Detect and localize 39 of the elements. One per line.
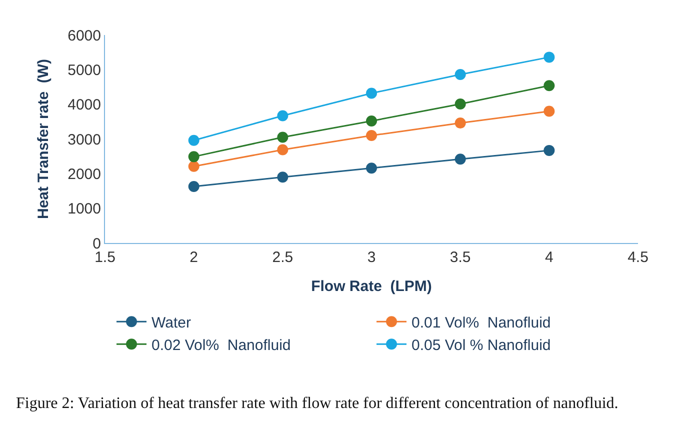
point <box>454 154 466 165</box>
point <box>454 118 466 129</box>
point <box>188 134 200 146</box>
legend-label: 0.02 Vol% Nanofluid <box>152 337 291 354</box>
x-tick-label: 2 <box>190 249 198 266</box>
y-tick-label: 1000 <box>68 200 101 218</box>
caption: Figure 2: Variation of heat transfer rate with flow rate for different concentration of nanofluid. <box>16 395 618 412</box>
point <box>277 132 288 143</box>
point <box>544 106 555 117</box>
point <box>454 69 466 80</box>
point <box>277 110 288 122</box>
x-tick-label: 3.5 <box>450 249 471 266</box>
point <box>366 115 377 126</box>
y-tick-label: 4000 <box>68 96 101 114</box>
x-tick-label: 3 <box>367 249 376 266</box>
y-tick-label: 5000 <box>68 62 101 79</box>
point <box>366 162 377 174</box>
point <box>366 130 377 142</box>
x-tick-label: 2.5 <box>272 249 294 266</box>
point <box>544 80 555 92</box>
legend-label: Water <box>152 314 191 332</box>
legend-label: 0.05 Vol % Nanofluid <box>412 337 551 354</box>
y-axis-title: Heat Transfer rate (W) <box>34 58 52 220</box>
point <box>277 144 288 156</box>
y-tick-label: 2000 <box>68 166 101 183</box>
x-axis-title: Flow Rate (LPM) <box>311 278 432 295</box>
y-tick-label: 6000 <box>68 27 101 44</box>
y-tick-label: 3000 <box>68 131 101 148</box>
point <box>366 88 377 99</box>
x-tick-label: 4 <box>545 249 554 266</box>
x-tick-label: 4.5 <box>628 249 648 266</box>
point <box>188 160 200 172</box>
point <box>544 144 555 156</box>
point <box>454 98 466 110</box>
point <box>544 52 555 63</box>
point <box>188 180 200 192</box>
point <box>277 172 288 183</box>
legend-label: 0.01 Vol% Nanofluid <box>412 314 551 332</box>
point <box>188 151 200 162</box>
